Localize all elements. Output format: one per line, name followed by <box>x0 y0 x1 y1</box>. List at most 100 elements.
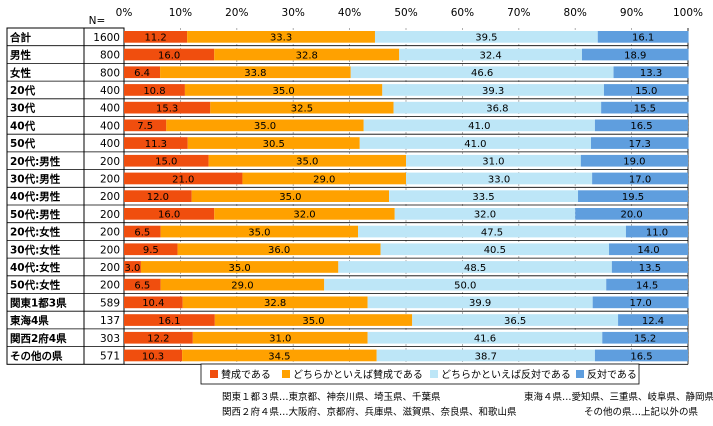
bar-segment <box>602 331 688 344</box>
bar-segment <box>214 48 400 61</box>
data-label: 10.3 <box>142 351 164 362</box>
legend-label: 賛成である <box>221 368 271 381</box>
bar-segment <box>613 66 689 79</box>
bar-segment <box>124 172 243 185</box>
bar-segment <box>124 296 183 309</box>
bar-segment <box>367 296 593 309</box>
bar-segment <box>124 314 215 326</box>
bar-segment <box>140 261 339 273</box>
data-label: 36.0 <box>268 245 290 256</box>
data-label: 36.8 <box>486 104 508 115</box>
category-label: 20代:男性 <box>10 155 61 168</box>
bar-segment <box>124 48 215 61</box>
bar-segment <box>363 119 595 132</box>
data-label: 33.0 <box>488 174 510 185</box>
data-label: 35.0 <box>296 157 318 168</box>
bar-segment <box>160 66 351 79</box>
bar-segment <box>399 48 582 61</box>
bar-segment <box>124 84 185 96</box>
data-label: 31.0 <box>269 334 291 345</box>
category-label: 50代:男性 <box>10 208 61 221</box>
bar-segment <box>618 314 688 326</box>
data-label: 35.0 <box>272 86 294 97</box>
data-label: 6.5 <box>134 227 150 238</box>
category-label: 男性 <box>10 49 31 62</box>
bar-segment <box>124 101 211 114</box>
bar-segment <box>594 119 688 132</box>
data-label: 21.0 <box>172 174 194 185</box>
x-tick-labels: 0% 10% 20% 30% 40% 50% 60% 70% 80% 90% 100% <box>116 7 703 19</box>
data-label: 15.5 <box>634 104 656 115</box>
data-label: 35.0 <box>302 316 324 327</box>
bar-segment <box>389 190 579 202</box>
category-label: 女性 <box>10 66 31 79</box>
n-value: 800 <box>100 67 120 79</box>
bar-segment <box>367 331 603 344</box>
bar-segment <box>578 190 688 202</box>
bar-segment <box>124 243 178 256</box>
category-label: 40代:男性 <box>10 190 61 203</box>
category-label: 合計 <box>9 31 31 44</box>
data-label: 11.3 <box>145 139 167 150</box>
n-value: 200 <box>100 227 120 239</box>
bar-segment <box>214 314 413 326</box>
bar-segment <box>177 243 381 256</box>
data-label: 48.5 <box>464 263 486 274</box>
bar-segment <box>124 31 188 43</box>
data-label: 47.5 <box>481 227 503 238</box>
bar-segment <box>210 101 394 114</box>
n-value: 303 <box>100 333 120 345</box>
bar-segment <box>166 119 364 132</box>
data-label: 18.9 <box>624 50 646 61</box>
bar-segment <box>376 349 595 362</box>
data-label: 32.8 <box>264 298 286 309</box>
data-label: 6.5 <box>134 281 150 292</box>
bar-segment <box>609 243 688 256</box>
bar-segment <box>160 225 359 238</box>
data-label: 16.1 <box>158 316 180 327</box>
category-label: 40代 <box>10 119 36 132</box>
n-value: 200 <box>100 191 120 203</box>
category-label: 30代:男性 <box>10 172 61 185</box>
x-tick-label: 90% <box>620 7 643 19</box>
data-label: 41.0 <box>464 139 486 150</box>
bar-segment <box>359 137 591 149</box>
data-label: 35.0 <box>228 263 250 274</box>
data-label: 50.0 <box>454 281 476 292</box>
bar-segment <box>374 31 598 43</box>
x-tick-label: 100% <box>673 7 703 19</box>
bar-segment <box>350 66 614 79</box>
data-label: 29.0 <box>313 174 335 185</box>
data-label: 10.4 <box>142 298 164 309</box>
bar-segment <box>580 154 688 167</box>
n-value: 200 <box>100 262 120 274</box>
bar-segment <box>124 154 209 167</box>
data-label: 30.5 <box>263 139 285 150</box>
bar-segment <box>214 208 395 220</box>
legend-label: どちらかといえば反対である <box>441 368 571 381</box>
category-label: 50代 <box>10 137 36 150</box>
data-label: 39.9 <box>469 298 491 309</box>
bar-segment <box>187 31 375 43</box>
bar-segment <box>124 137 188 149</box>
n-value: 200 <box>100 173 120 185</box>
data-label: 12.2 <box>147 334 169 345</box>
data-label: 11.0 <box>646 227 668 238</box>
data-label: 11.2 <box>144 33 166 44</box>
bar-segment <box>406 154 581 167</box>
x-tick-label: 20% <box>225 7 248 19</box>
notes: 関東１都３県…東京都、神奈川県、埼玉県、千葉県 東海４県…愛知県、三重県、岐阜県、… <box>222 391 713 418</box>
x-tick-label: 50% <box>394 7 417 19</box>
bar-segment <box>592 172 688 185</box>
legend-label: 反対である <box>587 368 637 381</box>
bar-segment <box>358 225 626 238</box>
category-label: 20代:女性 <box>10 226 61 239</box>
data-label: 16.5 <box>630 351 652 362</box>
bar-segment <box>124 349 183 362</box>
bar-segment <box>124 225 161 238</box>
data-label: 32.4 <box>479 50 501 61</box>
bar-segment <box>394 208 576 220</box>
note-tokai: 東海４県…愛知県、三重県、岐阜県、静岡県 <box>524 391 713 403</box>
note-kansai: 関西２府４県…大阪府、京都府、兵庫県、滋賀県、奈良県、和歌山県 <box>222 406 517 418</box>
data-label: 35.0 <box>248 227 270 238</box>
